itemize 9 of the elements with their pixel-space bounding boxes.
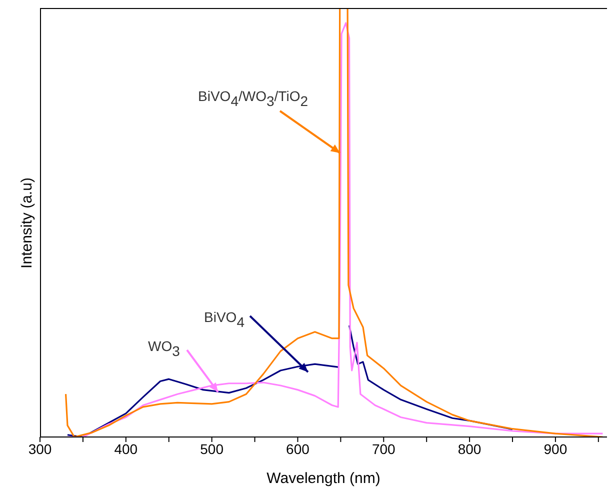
x-tick-label: 600 (286, 440, 310, 457)
x-tick-label: 500 (200, 440, 224, 457)
x-tick-label: 300 (28, 440, 52, 457)
x-axis-title: Wavelength (nm) (266, 470, 380, 487)
y-axis-title: Intensity (a.u) (18, 177, 36, 268)
x-tick-label: 800 (458, 440, 482, 457)
x-tick-label: 700 (372, 440, 396, 457)
x-tick-label: 400 (114, 440, 138, 457)
x-tick-label: 900 (544, 440, 568, 457)
